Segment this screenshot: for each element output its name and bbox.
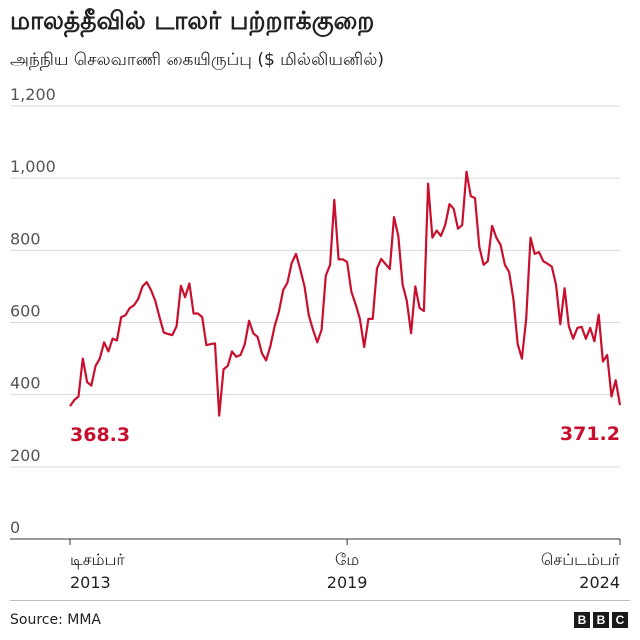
source-note: Source: MMA	[10, 612, 101, 628]
y-tick-label: 600	[10, 302, 41, 321]
y-tick-label: 0	[10, 518, 20, 537]
x-tick-label: டிசம்பர்	[70, 550, 125, 569]
footer-divider	[10, 600, 630, 601]
logo-block-c: C	[612, 612, 628, 628]
reserves-line	[69, 170, 622, 417]
y-tick-label: 1,000	[10, 157, 56, 176]
logo-block-b1: B	[574, 612, 590, 628]
y-tick-label: 200	[10, 446, 41, 465]
x-tick-year: 2013	[70, 573, 111, 592]
line-chart: 0 200 400 600 800 1,000 1,200 டிசம்பர் 2013 மே 201…	[10, 85, 622, 592]
y-tick-label: 1,200	[10, 85, 56, 104]
x-tick-label: செப்டம்பர்	[541, 550, 621, 569]
x-tick-year: 2019	[327, 573, 368, 592]
data-label: 371.2	[560, 423, 620, 445]
chart-title: மாலத்தீவில் டாலர் பற்றாக்குறை	[10, 6, 375, 35]
x-tick-year: 2024	[579, 573, 620, 592]
x-tick-label: மே	[335, 550, 359, 569]
y-tick-label: 400	[10, 374, 41, 393]
logo-block-b2: B	[593, 612, 609, 628]
data-label: 368.3	[70, 424, 130, 446]
chart-subtitle: அந்நிய செலவாணி கையிருப்பு ($ மில்லியனில்…	[10, 50, 384, 70]
y-tick-label: 800	[10, 229, 41, 248]
bbc-logo: B B C	[574, 612, 628, 628]
